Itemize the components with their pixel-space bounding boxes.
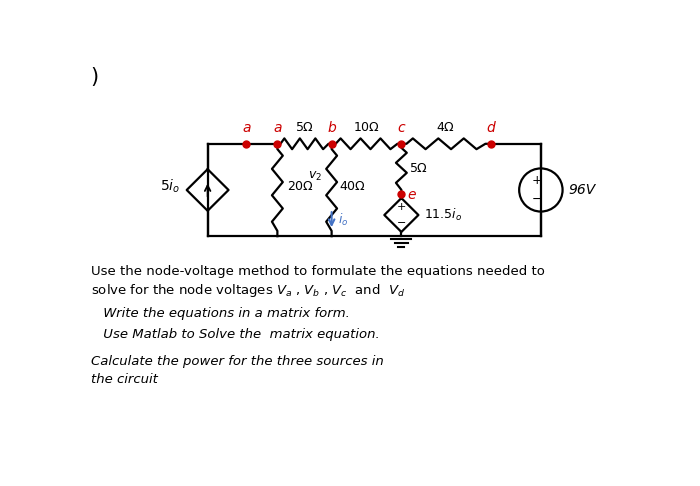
Text: $5\Omega$: $5\Omega$ — [409, 162, 428, 175]
Text: 96V: 96V — [568, 183, 595, 197]
Text: +: + — [532, 174, 542, 187]
Text: ): ) — [90, 67, 99, 87]
Text: Calculate the power for the three sources in: Calculate the power for the three source… — [92, 355, 384, 368]
Text: d: d — [486, 121, 495, 135]
Text: e: e — [407, 189, 416, 202]
Text: $v_2$: $v_2$ — [308, 170, 322, 183]
Text: Use the node-voltage method to formulate the equations needed to: Use the node-voltage method to formulate… — [92, 265, 545, 278]
Text: solve for the node voltages $V_a$ , $V_b$ , $V_c$  and  $V_d$: solve for the node voltages $V_a$ , $V_b… — [92, 282, 405, 299]
Text: $5i_o$: $5i_o$ — [160, 177, 181, 195]
Text: $11.5i_o$: $11.5i_o$ — [424, 207, 462, 223]
Text: −: − — [397, 218, 406, 227]
Text: −: − — [532, 193, 542, 206]
Text: b: b — [328, 121, 336, 135]
Text: $i_o$: $i_o$ — [338, 211, 349, 227]
Text: +: + — [397, 202, 406, 212]
Text: $10\Omega$: $10\Omega$ — [353, 121, 380, 134]
Text: a: a — [242, 121, 251, 135]
Text: $5\Omega$: $5\Omega$ — [295, 121, 314, 134]
Text: a: a — [273, 121, 281, 135]
Text: the circuit: the circuit — [92, 373, 158, 386]
Text: $4\Omega$: $4\Omega$ — [436, 121, 456, 134]
Text: Use Matlab to Solve the  matrix equation.: Use Matlab to Solve the matrix equation. — [99, 329, 380, 342]
Text: $20\Omega$: $20\Omega$ — [287, 180, 314, 192]
Text: Write the equations in a matrix form.: Write the equations in a matrix form. — [99, 307, 350, 320]
Text: $40\Omega$: $40\Omega$ — [340, 180, 366, 192]
Text: c: c — [398, 121, 405, 135]
